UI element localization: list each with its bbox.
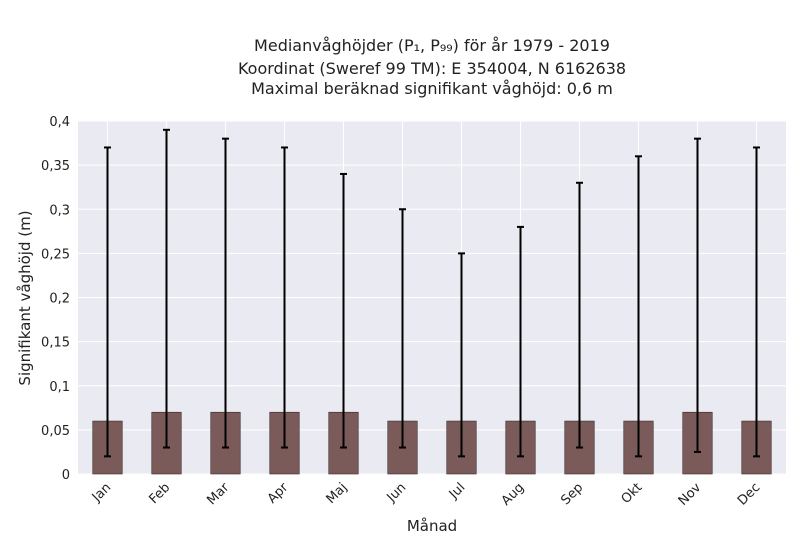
error-bar-jul (458, 252, 465, 458)
error-bar-jan (104, 146, 111, 458)
x-tick-label-dec: Dec (735, 480, 763, 508)
y-tick-label: 0,1 (49, 380, 70, 395)
x-tick-label-feb: Feb (146, 480, 173, 507)
error-bar-apr (281, 146, 288, 449)
y-tick-label: 0,15 (41, 336, 70, 351)
error-bar-okt (635, 155, 642, 458)
x-tick-label-apr: Apr (265, 480, 292, 507)
x-tick-label-okt: Okt (619, 480, 646, 507)
x-axis-label: Månad (407, 517, 457, 535)
y-tick-label: 0,25 (41, 247, 70, 262)
x-tick-label-nov: Nov (676, 480, 705, 509)
y-tick-label: 0 (62, 468, 70, 483)
error-bar-mar (222, 137, 229, 449)
error-bar-nov (694, 137, 701, 453)
x-tick-label-maj: Maj (324, 480, 351, 507)
chart-title-line-3: Maximal beräknad signifikant våghöjd: 0,… (251, 79, 613, 98)
y-tick-label: 0,05 (41, 424, 70, 439)
error-bar-jun (399, 208, 406, 449)
x-ticks: Jan Feb Mar Apr Maj Jun Jul Aug Sep Okt Nov Dec (89, 480, 763, 509)
error-bar-dec (753, 146, 760, 458)
chart-title-line-1: Medianvåghöjder (P₁, P₉₉) för år 1979 - … (254, 36, 610, 55)
error-bar-feb (163, 128, 170, 449)
y-tick-label: 0,4 (49, 115, 70, 130)
error-bar-maj (340, 172, 347, 449)
x-tick-label-jun: Jun (384, 480, 410, 506)
x-tick-label-mar: Mar (204, 480, 232, 508)
y-ticks: 0 0,05 0,1 0,15 0,2 0,25 0,3 0,35 0,4 (41, 115, 70, 483)
y-axis-label: Signifikant våghöjd (m) (16, 210, 34, 385)
error-bars (104, 128, 760, 458)
x-tick-label-jul: Jul (446, 480, 468, 502)
y-tick-label: 0,35 (41, 159, 70, 174)
x-tick-label-jan: Jan (89, 480, 114, 505)
error-bar-sep (576, 181, 583, 449)
y-tick-label: 0,3 (49, 203, 70, 218)
error-bar-aug (517, 225, 524, 458)
x-tick-label-aug: Aug (499, 480, 528, 509)
y-tick-label: 0,2 (49, 292, 70, 307)
x-tick-label-sep: Sep (558, 480, 586, 508)
chart-title-line-2: Koordinat (Sweref 99 TM): E 354004, N 61… (238, 59, 626, 78)
